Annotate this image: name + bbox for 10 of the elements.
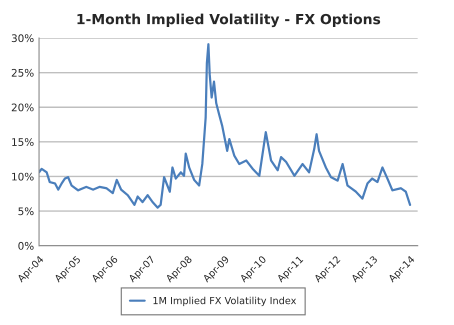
- y-tick-label: 30%: [12, 34, 34, 42]
- y-tick-label: 15%: [12, 138, 34, 146]
- y-tick-label: 20%: [12, 103, 34, 112]
- y-tick-label: 25%: [12, 68, 34, 77]
- y-tick-label: 5%: [18, 207, 34, 216]
- line-series: [39, 43, 412, 209]
- y-tick-label: 0%: [18, 242, 34, 250]
- legend-label: 1M Implied FX Volatility Index: [153, 296, 296, 306]
- chart-title: 1-Month Implied Volatility - FX Options: [77, 14, 380, 28]
- y-tick-label: 10%: [12, 172, 34, 181]
